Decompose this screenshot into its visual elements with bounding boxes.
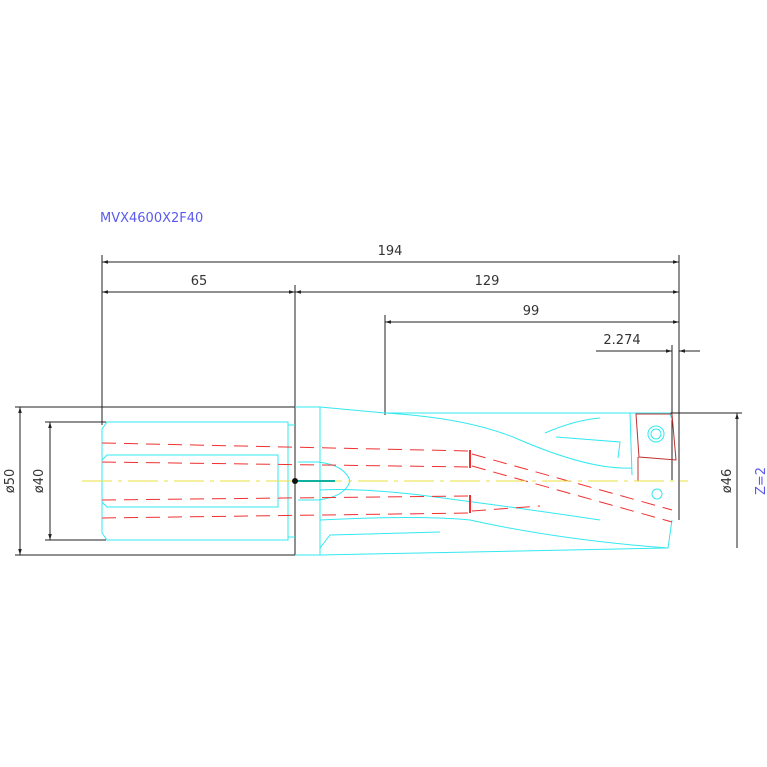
coolant-channels: [101, 442, 673, 523]
part-number: MVX4600X2F40: [100, 211, 203, 226]
dim-65: 65: [102, 274, 295, 294]
dim-99: 99: [385, 304, 679, 324]
svg-text:194: 194: [378, 244, 403, 259]
svg-text:129: 129: [475, 274, 500, 289]
flute-count: Z=2: [754, 467, 767, 495]
insert-outline: [635, 413, 677, 461]
dim-d46: ø46: [720, 413, 739, 548]
dim-2-274: 2.274: [596, 333, 700, 353]
svg-text:ø50: ø50: [3, 469, 18, 494]
dim-129: 129: [295, 274, 679, 294]
origin-point: [292, 478, 298, 484]
dim-d40: ø40: [32, 422, 52, 540]
svg-text:99: 99: [523, 304, 540, 319]
svg-text:ø46: ø46: [720, 469, 735, 494]
dim-194: 194: [102, 244, 679, 264]
tool-outline: [101, 406, 673, 556]
svg-text:2.274: 2.274: [603, 333, 640, 348]
extension-lines: [15, 255, 742, 556]
dim-d50: ø50: [3, 407, 22, 555]
svg-text:ø40: ø40: [32, 469, 47, 494]
svg-text:65: 65: [191, 274, 208, 289]
